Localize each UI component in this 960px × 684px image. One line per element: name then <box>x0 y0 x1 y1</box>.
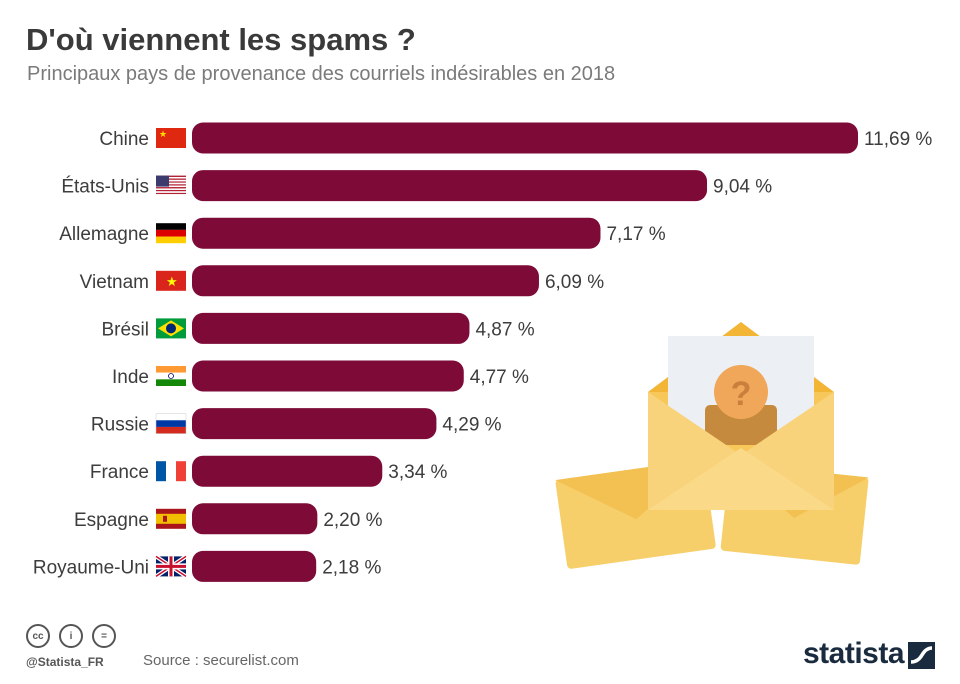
source-note: Source : securelist.com <box>143 652 299 669</box>
spain-flag-icon <box>156 508 186 529</box>
value-label-royaume-uni: 2,18 % <box>322 557 381 578</box>
bar-russie <box>192 408 437 440</box>
china-flag-icon: ★ <box>156 128 186 148</box>
brazil-flag-icon <box>156 318 186 339</box>
no-derivatives-icon: = <box>92 624 116 648</box>
category-label-bresil: Brésil <box>101 319 149 340</box>
value-label-chine: 11,69 % <box>864 129 932 150</box>
bar-espagne <box>192 503 318 535</box>
germany-flag-icon <box>156 223 186 244</box>
value-label-espagne: 2,20 % <box>323 510 382 531</box>
category-label-etats-unis: États-Unis <box>61 177 149 198</box>
category-label-allemagne: Allemagne <box>59 224 149 245</box>
statista-logo: statista <box>803 637 905 670</box>
category-label-royaume-uni: Royaume-Uni <box>33 557 149 578</box>
category-label-france: France <box>90 462 149 483</box>
value-label-etats-unis: 9,04 % <box>713 177 772 198</box>
svg-text:★: ★ <box>159 130 167 140</box>
question-mark-icon: ? <box>731 375 752 413</box>
category-label-russie: Russie <box>91 415 149 436</box>
spam-envelopes-icon: ? <box>555 322 869 569</box>
bar-inde <box>192 360 464 392</box>
bar-allemagne <box>192 217 601 249</box>
category-label-chine: Chine <box>99 129 149 150</box>
bar-vietnam <box>192 265 539 297</box>
category-label-inde: Inde <box>112 367 149 388</box>
india-flag-icon <box>156 366 186 386</box>
bar-royaume-uni <box>192 550 317 582</box>
twitter-handle: @Statista_FR <box>26 655 104 669</box>
chart-subtitle: Principaux pays de provenance des courri… <box>27 63 616 85</box>
category-label-vietnam: Vietnam <box>80 272 149 293</box>
bar-chart: ? Chine ★ 11,69 % États-Unis 9,04 % Allemagne… <box>33 122 932 582</box>
russia-flag-icon <box>155 413 187 434</box>
bar-france <box>192 455 383 487</box>
value-label-bresil: 4,87 % <box>475 319 534 340</box>
value-label-inde: 4,77 % <box>470 367 529 388</box>
value-label-allemagne: 7,17 % <box>606 224 665 245</box>
cc-icon: cc <box>26 624 50 648</box>
bar-chine <box>192 122 858 154</box>
usa-flag-icon <box>156 175 186 196</box>
value-label-france: 3,34 % <box>388 462 447 483</box>
attribution-icon: i <box>59 624 83 648</box>
vietnam-flag-icon: ★ <box>156 270 186 291</box>
svg-text:★: ★ <box>166 275 178 290</box>
value-label-russie: 4,29 % <box>442 415 501 436</box>
uk-flag-icon <box>154 554 188 579</box>
bar-bresil <box>192 312 470 344</box>
category-label-espagne: Espagne <box>74 510 149 531</box>
bar-etats-unis <box>192 170 708 202</box>
chart-title: D'où viennent les spams ? <box>26 22 416 57</box>
value-label-vietnam: 6,09 % <box>545 272 604 293</box>
france-flag-icon <box>156 461 186 482</box>
statista-logo-mark-icon <box>908 642 935 669</box>
